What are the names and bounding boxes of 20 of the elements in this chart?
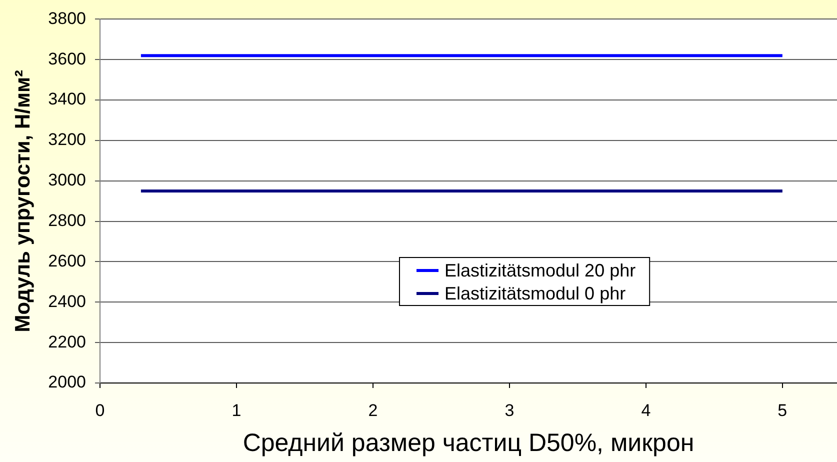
x-axis-title: Средний размер частиц D50%, микрон xyxy=(242,428,694,457)
y-tick-label: 3200 xyxy=(48,130,86,150)
x-tick-label: 1 xyxy=(232,400,242,420)
y-tick-label: 2200 xyxy=(48,332,86,352)
y-tick-label: 2800 xyxy=(48,211,86,230)
legend-label: Elastizitätsmodul 20 phr xyxy=(444,260,636,280)
x-tick-label: 5 xyxy=(778,400,788,420)
x-tick-label: 0 xyxy=(95,400,105,420)
y-tick-label: 3400 xyxy=(48,90,86,109)
y-tick-label: 3800 xyxy=(48,8,86,28)
x-tick-label: 4 xyxy=(641,400,651,420)
y-tick-label: 3000 xyxy=(48,170,86,190)
x-tick-label: 3 xyxy=(504,400,514,420)
y-axis-title: Модуль упругости, Н/мм² xyxy=(11,70,34,332)
legend-label: Elastizitätsmodul 0 phr xyxy=(444,283,626,304)
x-tick-label: 2 xyxy=(368,400,378,420)
y-tick-label: 2600 xyxy=(48,251,86,270)
y-tick-label: 2400 xyxy=(48,292,86,311)
y-tick-label: 2000 xyxy=(48,372,86,392)
y-tick-label: 3600 xyxy=(48,49,86,68)
